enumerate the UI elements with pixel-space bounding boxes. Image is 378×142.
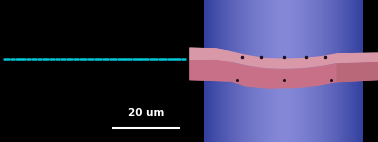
Text: 20 um: 20 um [128,108,164,118]
Polygon shape [189,60,378,89]
Polygon shape [336,62,378,82]
Polygon shape [189,48,378,69]
Polygon shape [189,60,231,82]
Polygon shape [189,48,231,62]
Polygon shape [336,53,378,63]
